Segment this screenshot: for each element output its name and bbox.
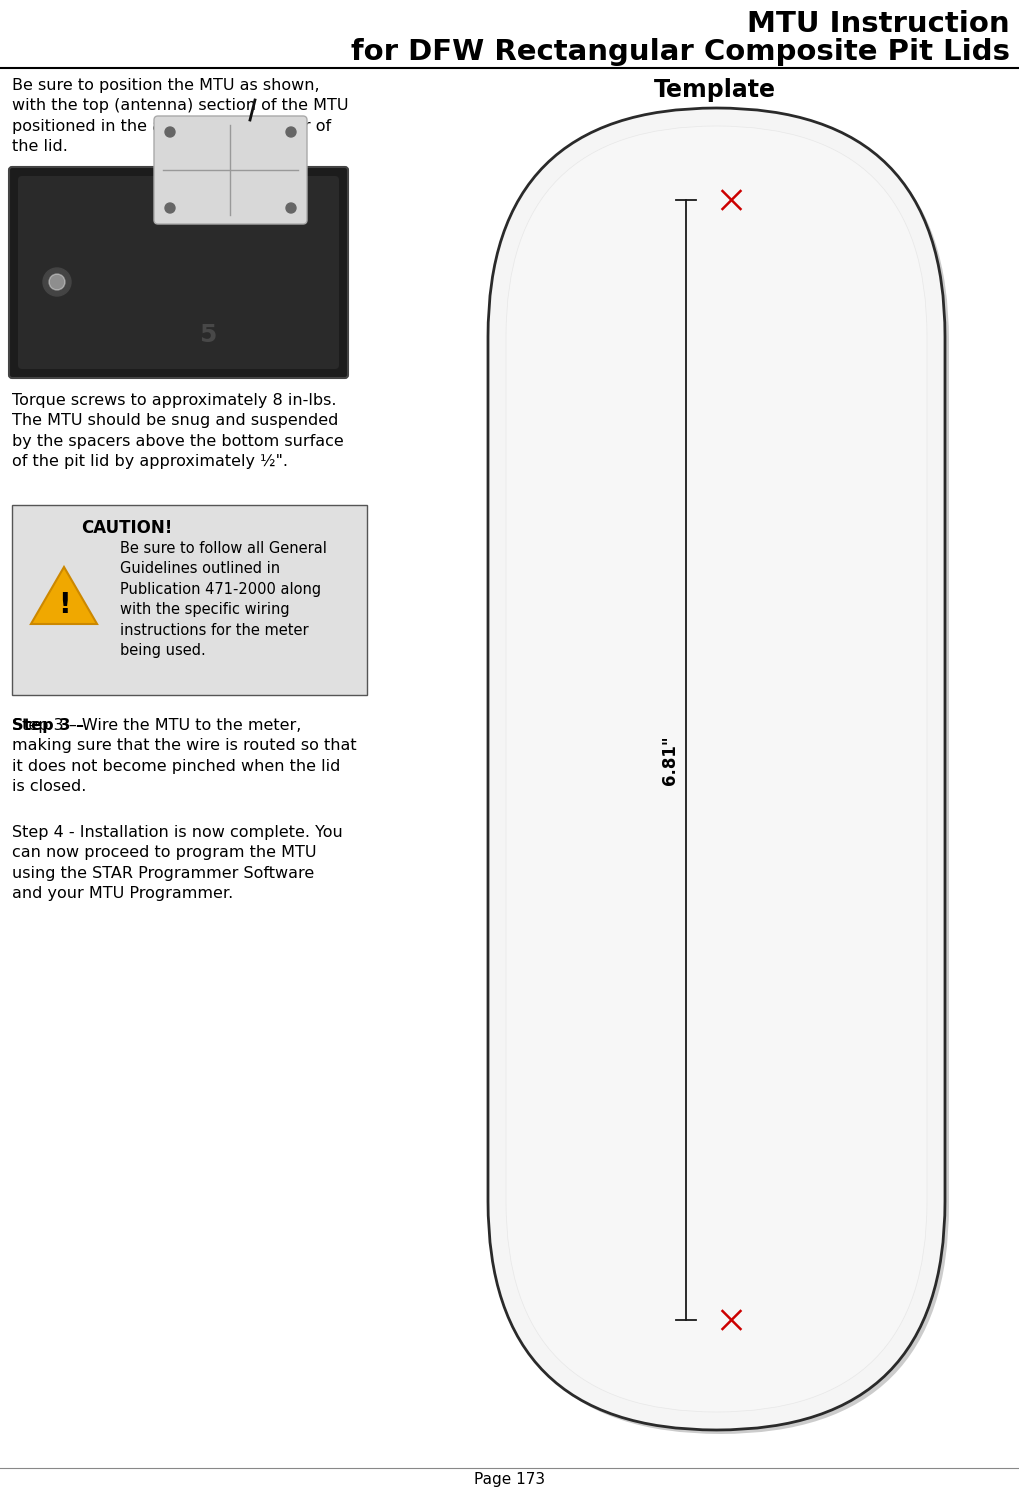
Text: Page 173: Page 173: [474, 1472, 545, 1487]
FancyBboxPatch shape: [18, 175, 338, 369]
Text: CAUTION!: CAUTION!: [82, 519, 172, 537]
Text: Step 3 – Wire the MTU to the meter,
making sure that the wire is routed so that
: Step 3 – Wire the MTU to the meter, maki…: [12, 718, 357, 794]
Text: for DFW Rectangular Composite Pit Lids: for DFW Rectangular Composite Pit Lids: [351, 37, 1009, 66]
Circle shape: [165, 202, 175, 213]
Circle shape: [285, 127, 296, 136]
Text: Torque screws to approximately 8 in-lbs.
The MTU should be snug and suspended
by: Torque screws to approximately 8 in-lbs.…: [12, 393, 343, 469]
Polygon shape: [31, 567, 97, 624]
FancyBboxPatch shape: [9, 166, 347, 378]
Text: 6.81": 6.81": [661, 735, 679, 785]
Text: !: !: [58, 591, 70, 619]
Circle shape: [43, 268, 71, 295]
FancyBboxPatch shape: [505, 126, 926, 1412]
Text: Be sure to follow all General
Guidelines outlined in
Publication 471-2000 along
: Be sure to follow all General Guidelines…: [120, 541, 326, 658]
Circle shape: [285, 202, 296, 213]
FancyBboxPatch shape: [12, 505, 367, 696]
Text: Template: Template: [653, 78, 775, 102]
Text: Step 4 - Installation is now complete. You
can now proceed to program the MTU
us: Step 4 - Installation is now complete. Y…: [12, 824, 342, 901]
FancyBboxPatch shape: [491, 112, 948, 1435]
Circle shape: [49, 274, 65, 289]
Text: Step 3 –: Step 3 –: [12, 718, 84, 733]
Text: Be sure to position the MTU as shown,
with the top (antenna) section of the MTU
: Be sure to position the MTU as shown, wi…: [12, 78, 348, 154]
Circle shape: [165, 127, 175, 136]
Text: 5: 5: [199, 322, 216, 346]
Text: MTU Instruction: MTU Instruction: [747, 10, 1009, 37]
FancyBboxPatch shape: [487, 108, 944, 1430]
FancyBboxPatch shape: [154, 115, 307, 223]
